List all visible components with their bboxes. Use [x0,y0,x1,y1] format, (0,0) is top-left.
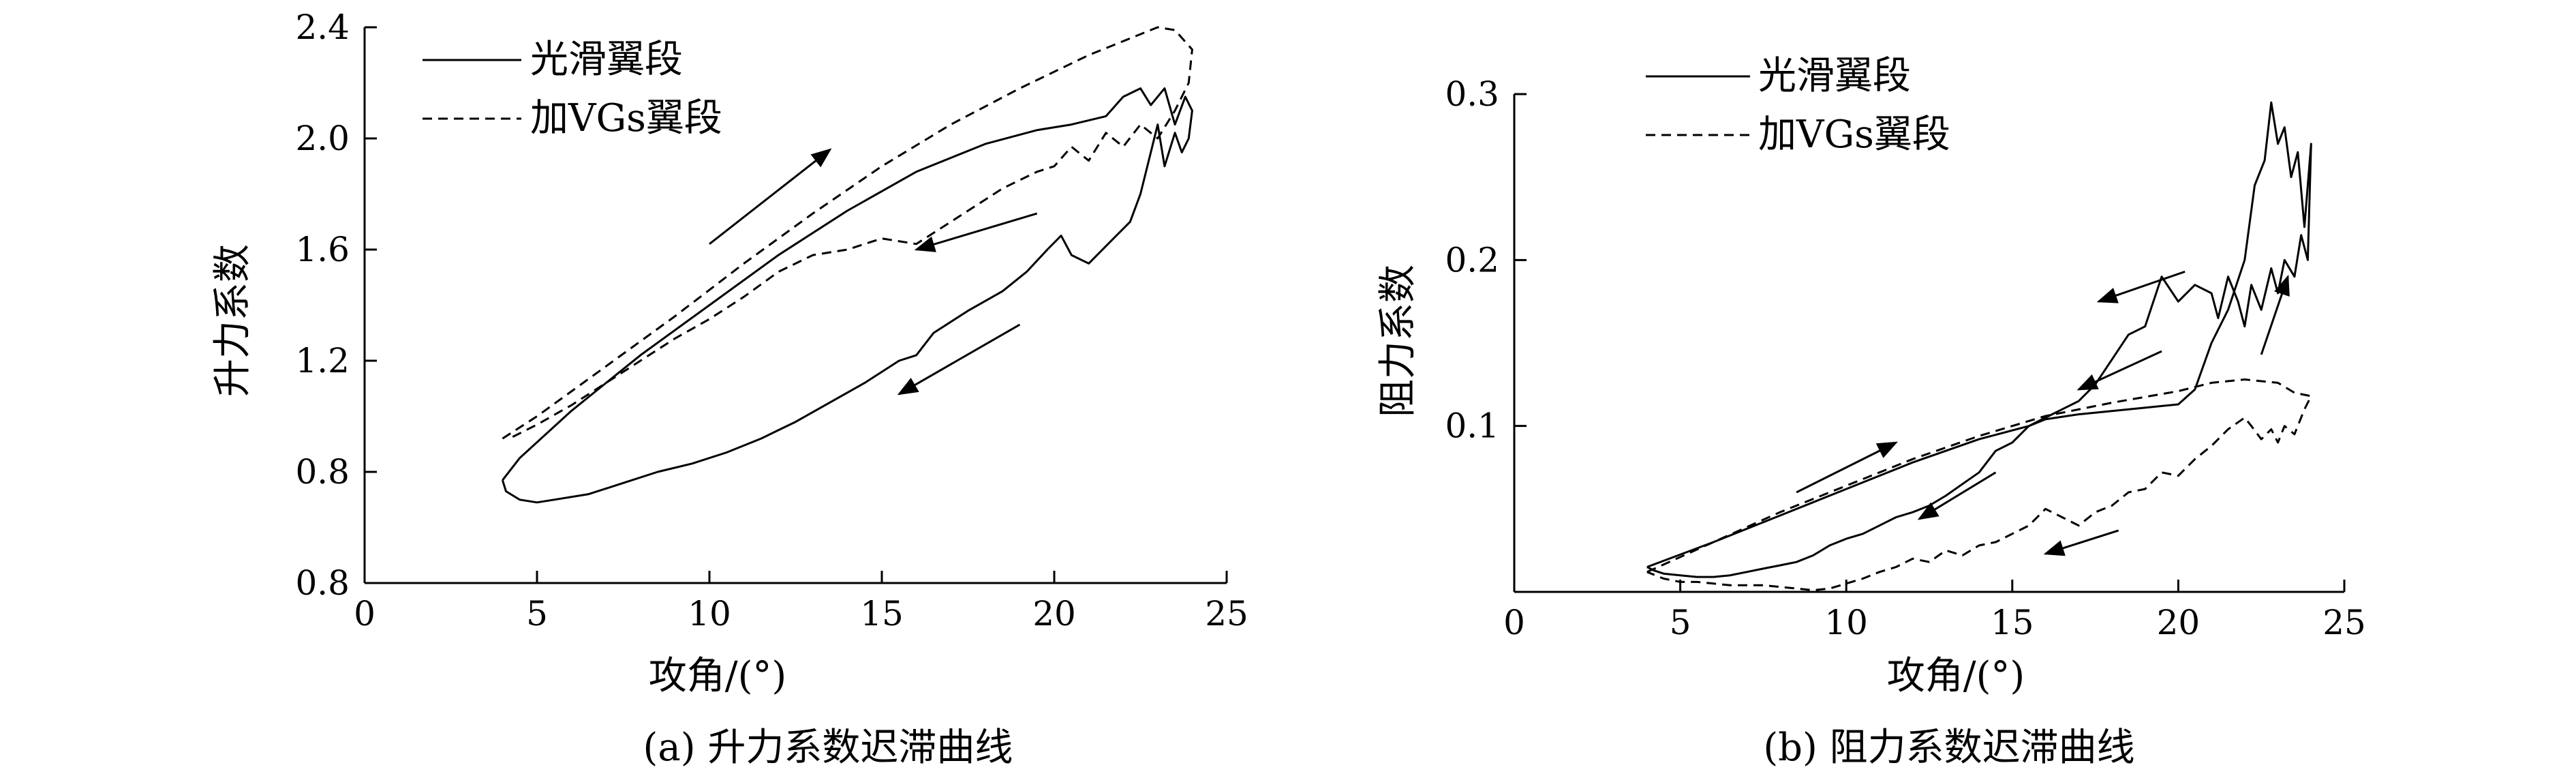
drag-caption: (b) 阻力系数迟滞曲线 [1763,726,2134,770]
lift-y-tick-label: 2.4 [295,8,350,47]
drag-y-tick-label: 0.2 [1445,240,1499,280]
lift-x-tick-label: 10 [688,594,731,633]
lift-y-tick-label: 2.0 [295,119,350,158]
drag-series-smooth-line [1646,101,2312,578]
lift-caption: (a) 升力系数迟滞曲线 [643,726,1013,770]
drag-series-group [1646,101,2312,592]
lift-series-group [501,26,1193,504]
drag-x-tick-label: 0 [1503,603,1525,642]
drag-direction-arrow [1917,471,1997,520]
lift-direction-arrow [709,148,832,245]
drag-series-vgs-line [1646,378,2312,592]
drag-direction-arrow [2076,350,2162,391]
lift-series-smooth-line [501,87,1193,504]
drag-direction-arrow [2043,529,2119,556]
drag-x-tick-label: 10 [1824,603,1868,642]
drag-y-tick-label: 0.1 [1445,406,1499,446]
drag-y-tick-label: 0.3 [1445,74,1499,114]
lift-x-tick-label: 0 [354,594,375,633]
lift-legend-dashed-label: 加VGs翼段 [530,96,722,140]
lift-axes: 0 5 10 15 20 25 0.8 0.8 1.2 1.6 2.0 2.4 [295,8,1248,633]
drag-direction-arrow [1796,441,1898,494]
drag-legend-solid-label: 光滑翼段 [1758,54,1911,98]
lift-x-tick-label: 20 [1032,594,1076,633]
lift-series-vgs-line [502,26,1193,440]
panel-lift: 0 5 10 15 20 25 0.8 0.8 1.2 1.6 2.0 2.4 光滑翼段 加VGs翼段… [211,8,1248,770]
drag-x-tick-label: 5 [1670,603,1691,642]
drag-legend-dashed-label: 加VGs翼段 [1758,113,1950,157]
drag-direction-arrow [2096,270,2186,303]
lift-y-tick-label: 0.8 [295,563,350,603]
lift-y-tick-label: 1.6 [295,230,350,269]
panel-drag: 0 5 10 15 20 25 0.1 0.2 0.3 光滑翼段 加VGs翼段 攻角/(°) 阻… [1376,54,2366,770]
lift-y-tick-label: 0.8 [295,452,350,492]
lift-x-axis-title: 攻角/(°) [649,654,787,698]
drag-axes: 0 5 10 15 20 25 0.1 0.2 0.3 [1445,74,2365,642]
drag-x-tick-label: 15 [1991,603,2034,642]
lift-x-tick-label: 15 [860,594,904,633]
drag-y-axis-title: 阻力系数 [1376,265,1420,417]
drag-legend: 光滑翼段 加VGs翼段 [1646,54,1950,157]
drag-x-axis-title: 攻角/(°) [1887,654,2025,698]
lift-y-tick-label: 1.2 [295,341,350,380]
lift-x-tick-label: 25 [1205,594,1248,633]
lift-x-tick-label: 5 [526,594,548,633]
lift-direction-arrow [914,212,1038,252]
lift-legend: 光滑翼段 加VGs翼段 [423,38,722,140]
drag-x-tick-label: 20 [2157,603,2201,642]
drag-arrows [1796,270,2290,556]
lift-y-axis-title: 升力系数 [211,244,255,397]
lift-direction-arrow [897,323,1021,396]
lift-legend-solid-label: 光滑翼段 [530,38,683,82]
drag-x-tick-label: 25 [2322,603,2366,642]
lift-arrows [709,148,1038,396]
drag-direction-arrow [2260,274,2290,355]
